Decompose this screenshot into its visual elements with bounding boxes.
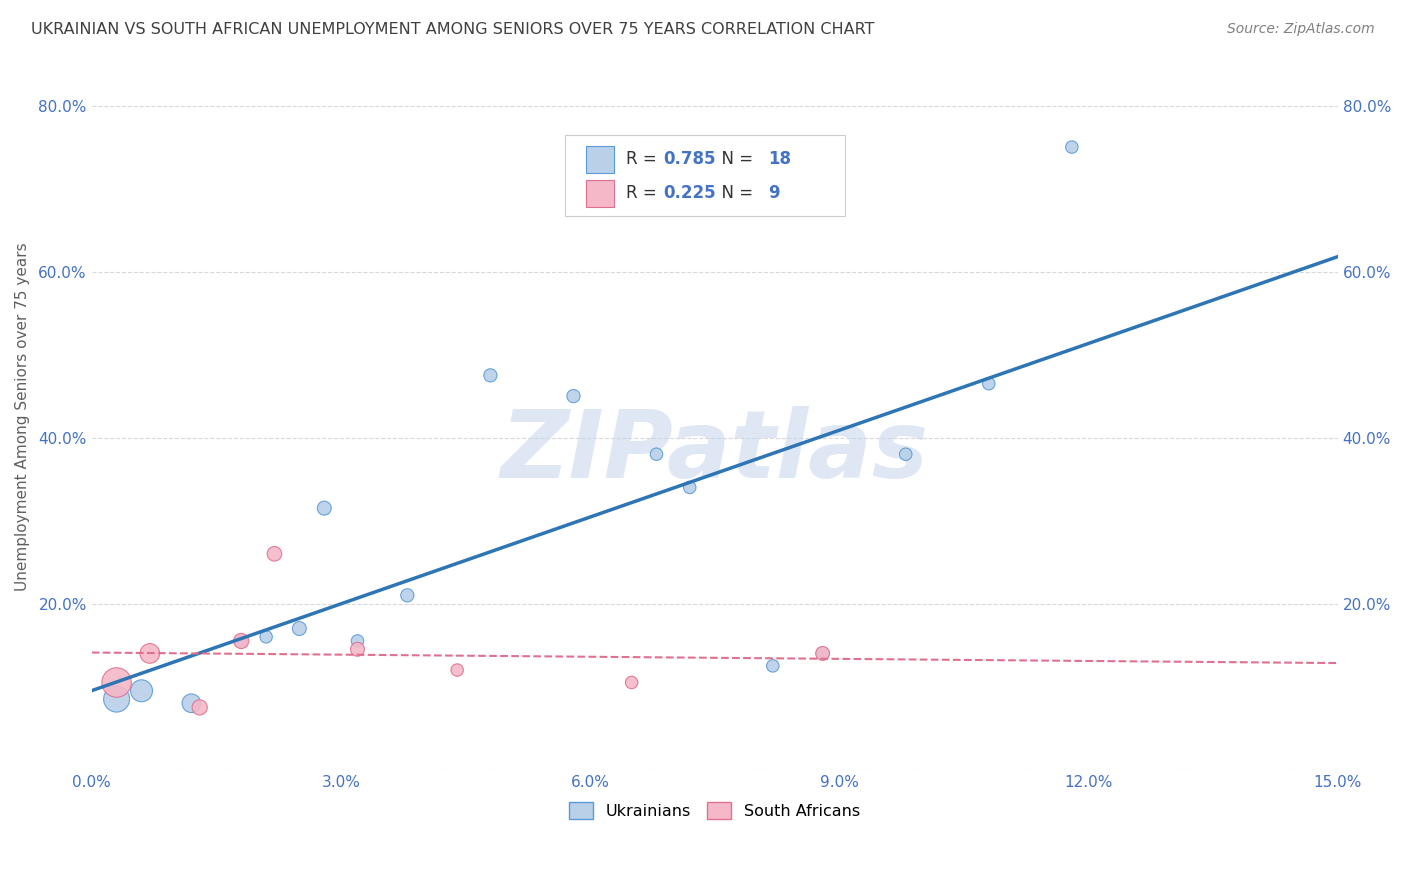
Point [645,447,668,461]
Text: ZIPatlas: ZIPatlas [501,406,929,498]
Point [811,647,834,661]
Text: 0.225: 0.225 [664,184,716,202]
Text: 0.785: 0.785 [664,151,716,169]
Text: 9: 9 [768,184,780,202]
Text: Source: ZipAtlas.com: Source: ZipAtlas.com [1227,22,1375,37]
Point [562,389,585,403]
Point [762,659,785,673]
Text: N =: N = [711,184,763,202]
Point [1060,140,1083,154]
Point [254,630,277,644]
Point [396,588,419,602]
Text: UKRAINIAN VS SOUTH AFRICAN UNEMPLOYMENT AMONG SENIORS OVER 75 YEARS CORRELATION : UKRAINIAN VS SOUTH AFRICAN UNEMPLOYMENT … [31,22,875,37]
Point [139,647,162,661]
Point [977,376,1000,391]
Text: N =: N = [711,151,758,169]
Text: 18: 18 [768,151,792,169]
Point [446,663,468,677]
Text: R =: R = [626,151,662,169]
Point [620,675,643,690]
Point [131,683,153,698]
Y-axis label: Unemployment Among Seniors over 75 years: Unemployment Among Seniors over 75 years [15,243,30,591]
Point [188,700,211,714]
FancyBboxPatch shape [586,180,614,207]
Point [180,696,202,710]
Point [231,634,253,648]
Point [894,447,917,461]
Point [288,622,311,636]
Point [105,692,128,706]
Point [346,634,368,648]
Point [105,675,128,690]
FancyBboxPatch shape [565,135,845,216]
Point [679,480,702,494]
FancyBboxPatch shape [586,146,614,173]
Point [811,647,834,661]
Point [479,368,502,383]
Point [263,547,285,561]
Point [314,501,336,516]
Point [231,634,253,648]
Text: R =: R = [626,184,662,202]
Legend: Ukrainians, South Africans: Ukrainians, South Africans [562,796,866,825]
Point [346,642,368,657]
